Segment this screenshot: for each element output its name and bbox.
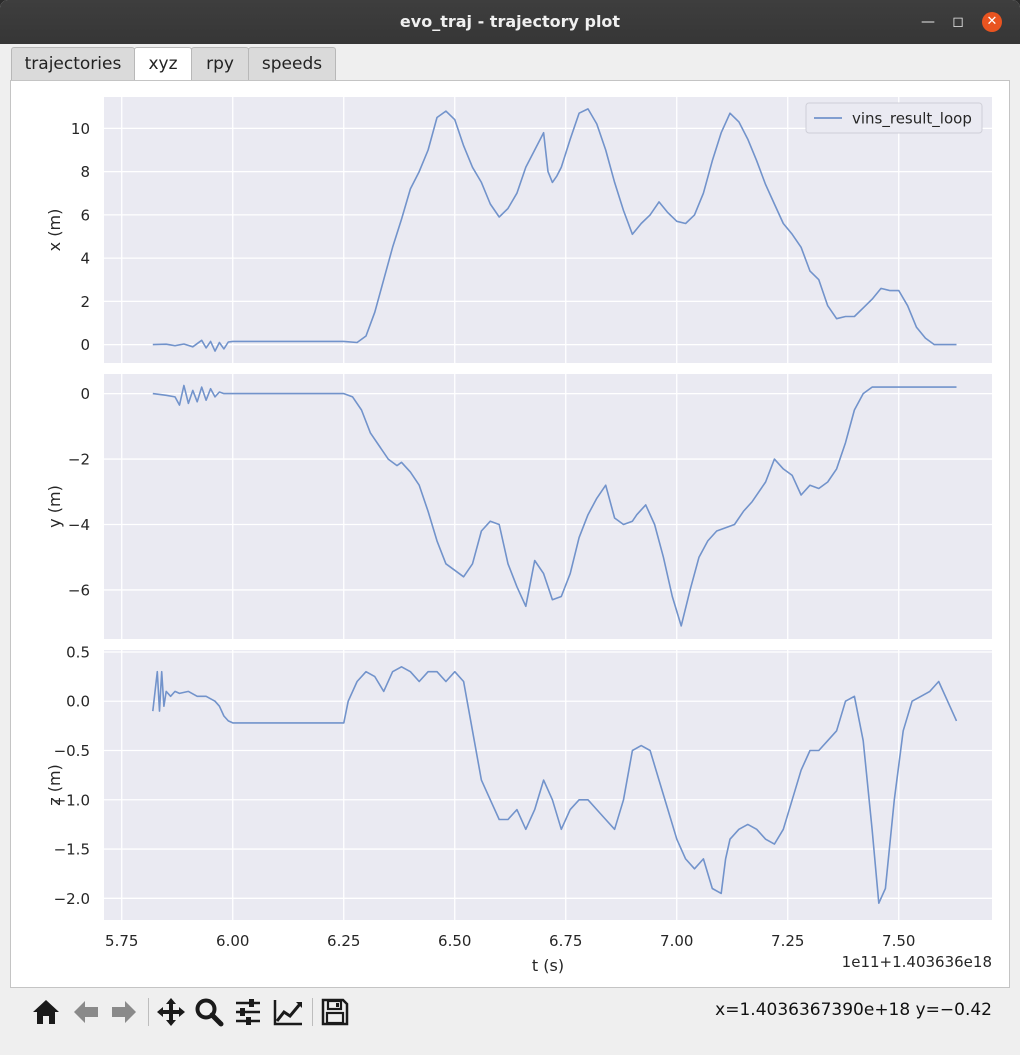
y-tick-label: −0.5 xyxy=(54,742,90,760)
save-icon[interactable] xyxy=(319,996,351,1028)
back-arrow-icon[interactable] xyxy=(70,996,102,1028)
tab-xyz[interactable]: xyz xyxy=(134,47,192,82)
x-tick-label: 5.75 xyxy=(105,932,138,950)
y-tick-label: 10 xyxy=(71,120,90,138)
y-tick-label: 2 xyxy=(80,293,90,311)
legend-label: vins_result_loop xyxy=(852,110,972,129)
y-tick-label: 0 xyxy=(80,385,90,403)
subplot-2[interactable]: 0 −2 −4 −6 y (m) xyxy=(45,374,992,639)
minimize-icon[interactable]: — xyxy=(921,14,935,30)
x-axis-label: t (s) xyxy=(532,956,564,975)
tab-speeds[interactable]: speeds xyxy=(248,47,336,80)
subplot-3[interactable]: 0.5 0.0 −0.5 −1.0 −1.5 −2.0 z (m) 5.75 6.00 6.25 6… xyxy=(45,643,992,975)
home-icon[interactable] xyxy=(30,996,62,1028)
y-tick-label: 6 xyxy=(80,206,90,224)
x-tick-label: 6.75 xyxy=(549,932,582,950)
y-tick-label: −6 xyxy=(68,581,90,599)
x-tick-label: 7.50 xyxy=(882,932,915,950)
axes-background xyxy=(104,650,992,920)
y-tick-label: 0.0 xyxy=(66,693,90,711)
y-tick-label: −1.0 xyxy=(54,791,90,809)
title-bar[interactable]: evo_traj - trajectory plot — ◻ ✕ xyxy=(0,0,1020,44)
y-tick-label: 4 xyxy=(80,250,90,268)
tab-rpy[interactable]: rpy xyxy=(191,47,249,80)
tab-trajectories[interactable]: trajectories xyxy=(11,47,135,80)
subplots-config-icon[interactable] xyxy=(232,996,264,1028)
toolbar-divider xyxy=(312,998,313,1026)
pan-icon[interactable] xyxy=(155,996,187,1028)
series-line-vins_result_loop xyxy=(152,384,957,627)
zoom-icon[interactable] xyxy=(193,996,225,1028)
x-tick-label: 6.25 xyxy=(327,932,360,950)
cursor-coordinates: x=1.4036367390e+18 y=−0.42 xyxy=(715,1000,992,1020)
navigation-toolbar: x=1.4036367390e+18 y=−0.42 xyxy=(0,988,1020,1036)
y-tick-label: 0 xyxy=(80,336,90,354)
series-line-vins_result_loop xyxy=(152,108,957,352)
axes-background xyxy=(104,374,992,639)
y-tick-label: −2 xyxy=(68,451,90,469)
x-tick-label: 6.00 xyxy=(216,932,249,950)
forward-arrow-icon[interactable] xyxy=(108,996,140,1028)
legend[interactable]: vins_result_loop xyxy=(805,102,983,134)
window-title: evo_traj - trajectory plot xyxy=(399,12,621,31)
y-tick-label: 8 xyxy=(80,163,90,181)
y-tick-label: −4 xyxy=(68,516,90,534)
axes-background xyxy=(104,97,992,363)
y-axis-label: y (m) xyxy=(45,485,64,528)
edit-curves-icon[interactable] xyxy=(272,996,304,1028)
x-tick-label: 6.50 xyxy=(438,932,471,950)
xyz-plot-figure[interactable]: 0 2 4 6 8 10 x (m) vins_result_loop 0 −2 −4 −6 y (m)… xyxy=(0,0,1020,988)
legend-box xyxy=(805,102,983,134)
y-tick-label: −2.0 xyxy=(54,890,90,908)
y-tick-label: −1.5 xyxy=(54,841,90,859)
subplot-1[interactable]: 0 2 4 6 8 10 x (m) vins_result_loop xyxy=(45,97,992,363)
close-icon[interactable]: ✕ xyxy=(982,12,1002,32)
x-tick-label: 7.00 xyxy=(660,932,693,950)
x-offset-label: 1e11+1.403636e18 xyxy=(842,953,992,971)
x-tick-label: 7.25 xyxy=(771,932,804,950)
y-axis-label: z (m) xyxy=(45,764,64,806)
maximize-icon[interactable]: ◻ xyxy=(952,14,964,30)
series-line-vins_result_loop xyxy=(152,665,958,905)
toolbar-divider xyxy=(148,998,149,1026)
y-axis-label: x (m) xyxy=(45,209,64,252)
y-tick-label: 0.5 xyxy=(66,643,90,661)
